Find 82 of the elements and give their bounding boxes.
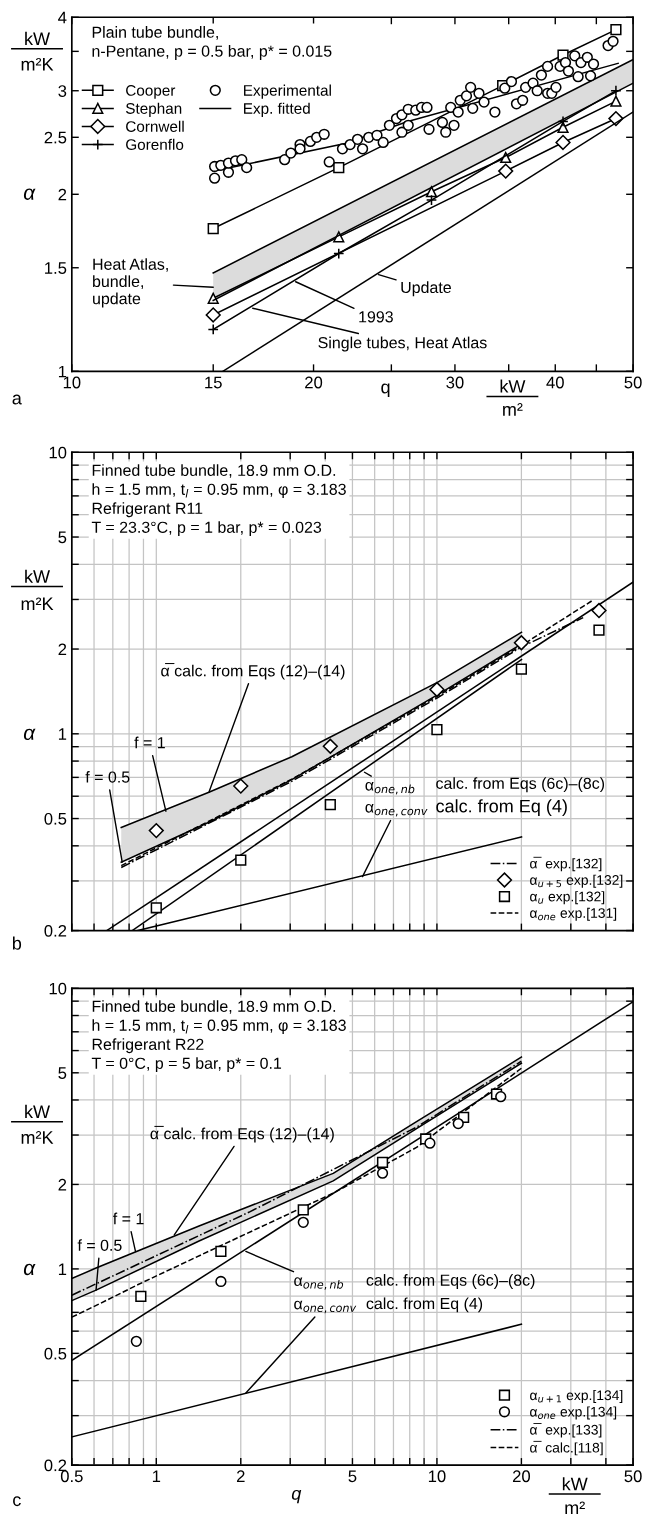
y-tick-label: 1 [58,728,67,740]
x-tick-label: 20 [305,376,323,389]
y-tick-label: 3 [58,85,67,97]
y-tick-label: 0.5 [44,1347,67,1360]
legend-label: α$_{u+1}$ exp.[134] [530,1389,623,1403]
annotation: α̅ calc. from Eqs (12)–(14) [161,663,345,680]
x-tick-label: 30 [446,376,464,389]
text: m² [565,1501,585,1515]
y-tick-label: 2 [58,1178,67,1191]
annotation: α$_{one,nb}$ [294,1277,344,1290]
annotation: α$_{one,conv}$ [365,803,428,817]
legend-label: Exp. fitted [244,102,310,117]
legend-label: α$_{u+5}$ exp.[132] [530,874,623,888]
text: kW [25,31,50,45]
text: b [12,936,22,950]
legend-label: Gorenflo [126,138,184,151]
annotation: f = 1 [113,1212,144,1225]
y-tick-label: 2 [58,188,67,201]
y-axis-title: α [23,728,36,741]
text: m²K [21,597,54,610]
annotation: α̅ calc. from Eqs (12)–(14) [150,1125,334,1143]
annotation: f = 0.5 [77,1239,122,1251]
annotation: f = 1 [134,736,165,749]
text: m²K [21,1131,54,1144]
x-tick-label: 50 [624,1470,642,1483]
y-tick-label: 10 [49,446,67,459]
legend-label: α̅ exp.[133] [530,1423,602,1438]
x-axis-title: q [291,1489,302,1504]
annotation: calc. from Eqs (6c)–(8c) [366,1274,535,1289]
text: c [13,1496,21,1507]
legend-label: Cornwell [126,120,184,132]
legend-label: Experimental [244,84,331,99]
annotation: Update [401,281,451,297]
legend-label: α$_{u}$ exp.[132] [530,891,605,905]
x-tick-label: 1 [152,1470,161,1482]
annotation: 1993 [359,311,393,323]
text: kW [25,569,50,583]
y-tick-label: 1 [58,1263,67,1275]
annotation: f = 0.5 [85,771,130,783]
text: m² [503,403,523,416]
x-tick-label: 50 [624,376,642,389]
y-tick-label: 1.5 [45,262,67,274]
annotation: α$_{one,conv}$ [294,1300,357,1314]
y-tick-label: 0.2 [44,1459,67,1472]
x-tick-label: 15 [205,376,222,389]
legend-label: Stephan [125,102,182,117]
y-tick-label: 2.5 [44,131,67,144]
y-tick-label: 0.5 [44,812,67,825]
legend-label: α$_{one}$ exp.[131] [530,907,617,921]
y-tick-label: 2 [58,643,67,656]
annotation: Single tubes, Heat Atlas [318,336,487,352]
y-tick-label: 0.2 [44,924,67,937]
x-tick-label: 2 [236,1470,245,1482]
y-tick-label: 5 [58,531,67,544]
legend-label: α$_{one}$ exp.[134] [530,1406,617,1420]
x-tick-label: 10 [428,1470,446,1483]
text: Finned tube bundle, 18.9 mm O.D. h = 1.5 mm, t$_{l}$ = 0.95 mm, φ = 3.183 Refrigerant R22 T = 0°C, p = 5 bar, p* = 0.1 [91,1000,346,1073]
text: kW [500,379,526,393]
legend-label: α̅ exp.[132] [530,856,602,872]
y-tick-label: 4 [58,11,67,24]
y-axis-title: α [23,188,36,200]
y-tick-label: 5 [58,1067,67,1079]
annotation: calc. from Eqs (6c)–(8c) [436,777,605,793]
y-axis-title: α [23,1263,36,1276]
annotation: Heat Atlas, bundle, update [93,258,168,308]
x-tick-label: 40 [546,376,564,389]
text: a [12,394,22,405]
x-tick-label: 5 [348,1470,357,1483]
annotation: α$_{one,nb}$ [365,781,415,795]
text: kW [562,1477,588,1491]
x-axis-title: q [381,383,390,397]
annotation: calc. from Eq (4) [366,1297,483,1313]
text: Plain tube bundle, n-Pentane, p = 0.5 bar, p* = 0.015 [92,26,332,60]
text: m²K [21,57,54,71]
text: kW [25,1104,50,1118]
text: Finned tube bundle, 18.9 mm O.D. h = 1.5 mm, t$_{l}$ = 0.95 mm, φ = 3.183 Refrigerant R11 T = 23.3°C, p = 1 bar, p* = 0.023 [91,464,346,537]
y-tick-label: 10 [49,982,67,995]
y-tick-label: 1 [58,365,67,378]
legend-label: Cooper [126,85,176,99]
x-tick-label: 20 [512,1470,531,1483]
legend-label: α̅ calc.[118] [530,1440,603,1456]
annotation: calc. from Eq (4) [436,799,567,817]
